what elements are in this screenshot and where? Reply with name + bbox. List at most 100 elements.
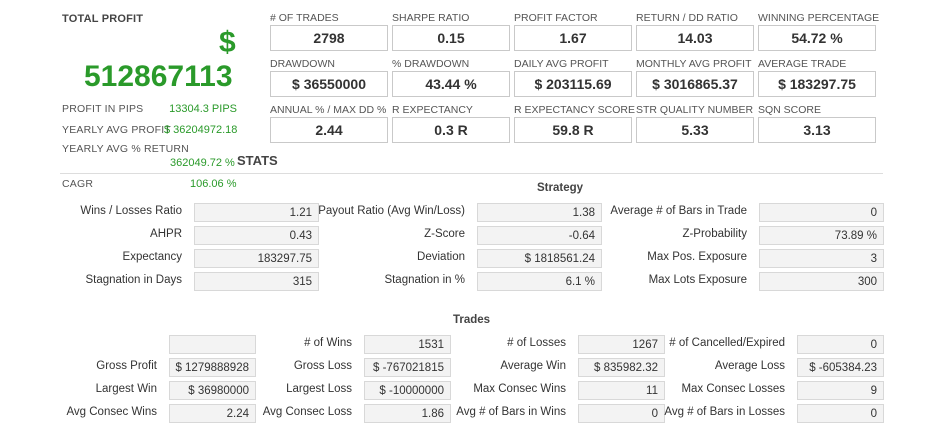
trades-value: $ -10000000	[364, 381, 451, 400]
cagr-value: 106.06 %	[190, 178, 237, 190]
metric-label: PROFIT FACTOR	[514, 12, 598, 24]
metric-card: % DRAWDOWN 43.44 %	[392, 58, 510, 97]
yearly-avg-return-value: 362049.72 %	[170, 157, 235, 169]
strategy-label: Max Lots Exposure	[648, 274, 747, 286]
metric-card: WINNING PERCENTAGE 54.72 %	[758, 12, 880, 51]
metric-label: DRAWDOWN	[270, 58, 335, 70]
profit-in-pips-value: 13304.3 PIPS	[169, 103, 237, 115]
metric-value: 0.3 R	[392, 117, 510, 143]
metric-value: 59.8 R	[514, 117, 632, 143]
metric-card: PROFIT FACTOR 1.67	[514, 12, 632, 51]
metric-card: DRAWDOWN $ 36550000	[270, 58, 388, 97]
strategy-value: 3	[759, 249, 884, 268]
trades-label: Avg Consec Loss	[262, 406, 352, 418]
metric-card: ANNUAL % / MAX DD % 2.44	[270, 104, 388, 143]
trades-label: Max Consec Losses	[681, 383, 785, 395]
metric-value: 0.15	[392, 25, 510, 51]
strategy-value: 73.89 %	[759, 226, 884, 245]
metric-card: R EXPECTANCY SCORE 59.8 R	[514, 104, 635, 143]
trades-label: Largest Win	[95, 383, 157, 395]
strategy-value: 0	[759, 203, 884, 222]
metric-value: 43.44 %	[392, 71, 510, 97]
stats-heading: STATS	[237, 153, 278, 168]
trades-value: $ -767021815	[364, 358, 451, 377]
metric-label: # OF TRADES	[270, 12, 339, 24]
trades-label: Avg # of Bars in Wins	[456, 406, 566, 418]
strategy-label: Stagnation in Days	[85, 274, 182, 286]
metric-card: SQN SCORE 3.13	[758, 104, 876, 143]
strategy-label: Average # of Bars in Trade	[610, 205, 747, 217]
yearly-avg-return-label: YEARLY AVG % RETURN	[62, 143, 189, 155]
metric-value: 2798	[270, 25, 388, 51]
metric-value: 14.03	[636, 25, 754, 51]
yearly-avg-profit-label: YEARLY AVG PROFIT	[62, 124, 172, 136]
metric-card: STR QUALITY NUMBER 5.33	[636, 104, 754, 143]
trades-value: $ 36980000	[169, 381, 256, 400]
trades-value: 11	[578, 381, 665, 400]
trades-value: 0	[797, 404, 884, 423]
yearly-avg-profit-value: $ 36204972.18	[164, 124, 238, 136]
cagr-label: CAGR	[62, 178, 94, 190]
strategy-label: Deviation	[417, 251, 465, 263]
trades-value: 1267	[578, 335, 665, 354]
profit-in-pips-label: PROFIT IN PIPS	[62, 103, 144, 115]
metric-label: % DRAWDOWN	[392, 58, 470, 70]
strategy-label: Wins / Losses Ratio	[80, 205, 182, 217]
total-profit-value: 512867113	[84, 60, 233, 93]
metric-card: # OF TRADES 2798	[270, 12, 388, 51]
metric-value: $ 183297.75	[758, 71, 876, 97]
metric-card: MONTHLY AVG PROFIT $ 3016865.37	[636, 58, 754, 97]
trades-label: Gross Loss	[293, 360, 352, 372]
metric-value: 2.44	[270, 117, 388, 143]
trades-value: $ 835982.32	[578, 358, 665, 377]
trades-label: # of Cancelled/Expired	[669, 337, 785, 349]
strategy-label: Stagnation in %	[384, 274, 465, 286]
metric-label: AVERAGE TRADE	[758, 58, 847, 70]
metric-value: 3.13	[758, 117, 876, 143]
metric-card: AVERAGE TRADE $ 183297.75	[758, 58, 876, 97]
divider	[60, 173, 883, 174]
metric-value: 5.33	[636, 117, 754, 143]
trades-value: $ -605384.23	[797, 358, 884, 377]
strategy-label: Payout Ratio (Avg Win/Loss)	[318, 205, 465, 217]
metric-label: WINNING PERCENTAGE	[758, 12, 880, 24]
metric-value: $ 203115.69	[514, 71, 632, 97]
trades-value: 1531	[364, 335, 451, 354]
strategy-label: AHPR	[150, 228, 182, 240]
trades-title: Trades	[453, 314, 491, 326]
strategy-value: 0.43	[194, 226, 319, 245]
metric-label: DAILY AVG PROFIT	[514, 58, 609, 70]
strategy-value: 1.21	[194, 203, 319, 222]
metric-label: MONTHLY AVG PROFIT	[636, 58, 752, 70]
trades-label: Avg Consec Wins	[66, 406, 157, 418]
trades-value: 0	[797, 335, 884, 354]
trades-label: Average Win	[500, 360, 566, 372]
trades-value: 2.24	[169, 404, 256, 423]
trades-label: # of Wins	[304, 337, 352, 349]
trades-value: 9	[797, 381, 884, 400]
trades-label: # of Losses	[507, 337, 566, 349]
total-profit-label: TOTAL PROFIT	[62, 13, 144, 25]
strategy-value: $ 1818561.24	[477, 249, 602, 268]
strategy-value: 315	[194, 272, 319, 291]
strategy-label: Max Pos. Exposure	[647, 251, 747, 263]
metric-card: R EXPECTANCY 0.3 R	[392, 104, 510, 143]
trades-value: 1.86	[364, 404, 451, 423]
trades-label: Average Loss	[714, 360, 785, 372]
strategy-label: Z-Probability	[682, 228, 747, 240]
metric-value: $ 3016865.37	[636, 71, 754, 97]
metric-card: SHARPE RATIO 0.15	[392, 12, 510, 51]
trades-label: Max Consec Wins	[473, 383, 566, 395]
metric-label: R EXPECTANCY	[392, 104, 473, 116]
strategy-label: Expectancy	[122, 251, 182, 263]
metric-value: $ 36550000	[270, 71, 388, 97]
metric-card: RETURN / DD RATIO 14.03	[636, 12, 754, 51]
strategy-value: -0.64	[477, 226, 602, 245]
trades-label: Largest Loss	[286, 383, 352, 395]
metric-label: STR QUALITY NUMBER	[636, 104, 754, 116]
currency-symbol: $	[219, 26, 236, 59]
trades-label: Avg # of Bars in Losses	[664, 406, 785, 418]
strategy-value: 6.1 %	[477, 272, 602, 291]
metric-label: SQN SCORE	[758, 104, 822, 116]
metric-value: 54.72 %	[758, 25, 876, 51]
